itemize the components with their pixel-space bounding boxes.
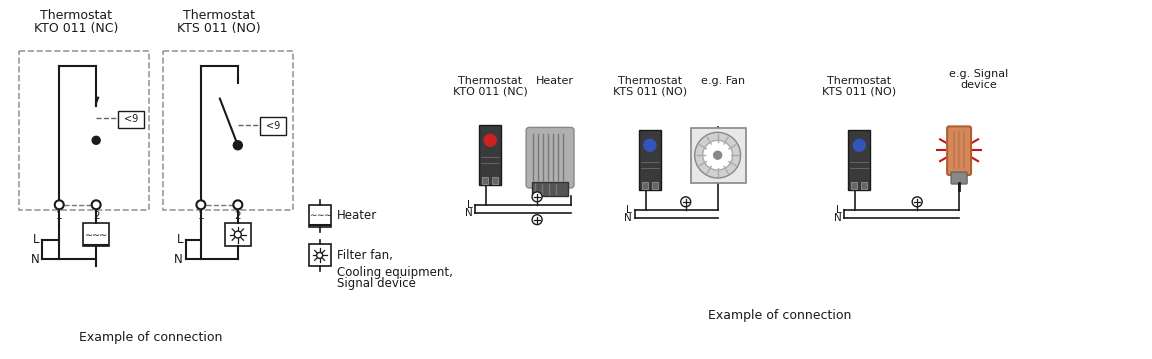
Circle shape <box>197 200 205 209</box>
Polygon shape <box>652 182 658 189</box>
Text: Thermostat: Thermostat <box>183 9 255 22</box>
Text: e.g. Fan: e.g. Fan <box>700 76 744 86</box>
Text: Signal device: Signal device <box>336 277 416 290</box>
Text: ∼: ∼ <box>309 211 317 220</box>
Circle shape <box>532 192 543 202</box>
Text: ∼: ∼ <box>323 211 331 220</box>
Text: L: L <box>835 205 841 215</box>
Circle shape <box>234 200 242 209</box>
Text: N: N <box>31 253 39 266</box>
Circle shape <box>714 151 721 159</box>
Circle shape <box>695 132 741 178</box>
FancyBboxPatch shape <box>639 130 661 190</box>
Text: L: L <box>32 233 39 246</box>
Text: N: N <box>834 213 841 223</box>
Circle shape <box>55 200 63 209</box>
Text: Thermostat: Thermostat <box>827 76 892 86</box>
FancyBboxPatch shape <box>532 182 568 196</box>
Circle shape <box>317 252 323 258</box>
Text: ∼: ∼ <box>316 211 324 220</box>
FancyBboxPatch shape <box>947 126 971 175</box>
Text: device: device <box>961 80 998 90</box>
Text: Cooling equipment,: Cooling equipment, <box>336 266 453 279</box>
FancyBboxPatch shape <box>848 130 870 190</box>
Text: 2: 2 <box>93 211 99 221</box>
Circle shape <box>644 139 655 151</box>
Text: Filter fan,: Filter fan, <box>336 249 393 262</box>
Polygon shape <box>492 177 498 184</box>
Text: KTO 011 (NC): KTO 011 (NC) <box>35 22 119 35</box>
Text: ∼: ∼ <box>92 229 100 239</box>
Text: Heater: Heater <box>336 209 377 222</box>
Text: e.g. Signal: e.g. Signal <box>949 69 1009 79</box>
Circle shape <box>703 140 733 170</box>
Polygon shape <box>862 182 867 189</box>
Text: N: N <box>624 213 631 223</box>
FancyBboxPatch shape <box>952 172 967 184</box>
Text: KTS 011 (NO): KTS 011 (NO) <box>177 22 260 35</box>
Circle shape <box>92 136 100 144</box>
Text: 1: 1 <box>198 211 204 221</box>
Polygon shape <box>851 182 857 189</box>
Text: Heater: Heater <box>536 76 574 86</box>
Text: Thermostat: Thermostat <box>40 9 112 22</box>
Text: ∼: ∼ <box>85 229 93 239</box>
Text: KTO 011 (NC): KTO 011 (NC) <box>453 87 528 97</box>
Polygon shape <box>691 129 745 183</box>
Circle shape <box>234 141 242 150</box>
Text: L: L <box>467 200 472 210</box>
Text: KTS 011 (NO): KTS 011 (NO) <box>823 87 896 97</box>
Circle shape <box>532 215 543 225</box>
Text: 2: 2 <box>235 211 241 221</box>
FancyBboxPatch shape <box>479 125 501 185</box>
Circle shape <box>854 139 865 151</box>
Text: Example of connection: Example of connection <box>707 309 851 322</box>
Polygon shape <box>642 182 647 189</box>
Text: L: L <box>176 233 183 246</box>
Circle shape <box>484 134 497 146</box>
Text: Thermostat: Thermostat <box>458 76 522 86</box>
Text: L: L <box>627 205 631 215</box>
Text: <9: <9 <box>266 121 280 131</box>
Text: ∼: ∼ <box>99 229 107 239</box>
Circle shape <box>92 200 100 209</box>
Polygon shape <box>483 177 488 184</box>
Text: N: N <box>464 208 472 218</box>
Text: <9: <9 <box>124 115 138 125</box>
Text: Example of connection: Example of connection <box>79 331 222 344</box>
Text: N: N <box>174 253 183 266</box>
Text: KTS 011 (NO): KTS 011 (NO) <box>613 87 687 97</box>
Text: 1: 1 <box>56 211 62 221</box>
Circle shape <box>234 231 241 238</box>
Circle shape <box>912 197 922 207</box>
Circle shape <box>681 197 691 207</box>
FancyBboxPatch shape <box>526 127 574 188</box>
Text: Thermostat: Thermostat <box>617 76 682 86</box>
